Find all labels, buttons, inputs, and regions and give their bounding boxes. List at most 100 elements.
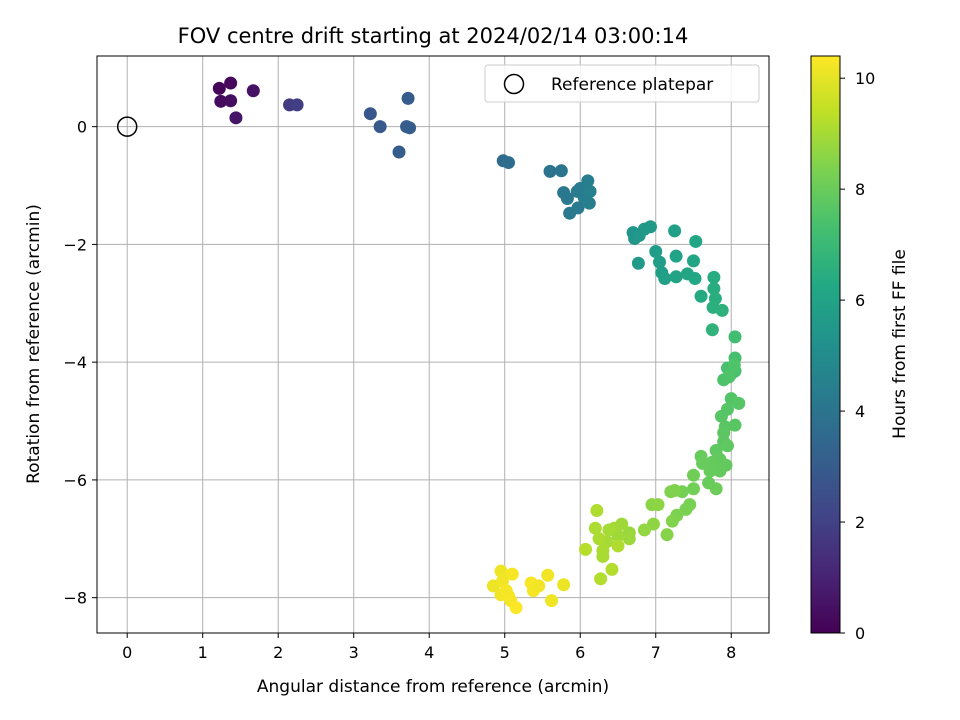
data-point — [541, 568, 555, 582]
y-axis-label: Rotation from reference (arcmin) — [24, 204, 44, 484]
data-point — [583, 184, 597, 198]
colorbar-tick-label: 8 — [855, 180, 865, 199]
data-point — [669, 249, 683, 263]
colorbar-tick-label: 10 — [855, 69, 875, 88]
data-point — [732, 396, 746, 410]
data-point — [224, 76, 238, 90]
data-point — [579, 542, 593, 556]
x-tick-label: 5 — [500, 643, 510, 662]
x-axis-label: Angular distance from reference (arcmin) — [257, 677, 609, 697]
data-point — [363, 107, 377, 121]
x-tick-label: 0 — [122, 643, 132, 662]
data-point — [373, 120, 387, 134]
data-point — [582, 196, 596, 210]
grid — [97, 56, 769, 633]
x-tick-label: 3 — [349, 643, 359, 662]
x-tick-label: 1 — [198, 643, 208, 662]
x-tick-label: 2 — [273, 643, 283, 662]
colorbar-tick-label: 6 — [855, 291, 865, 310]
colorbar-tick-label: 2 — [855, 513, 865, 532]
colorbar-tick-label: 4 — [855, 402, 865, 421]
scatter-points — [212, 76, 746, 615]
data-point — [632, 229, 646, 243]
data-point — [571, 201, 585, 215]
data-point — [545, 594, 559, 608]
data-point — [658, 272, 672, 286]
data-point — [728, 418, 742, 432]
x-axis-ticks: 0 1 2 3 4 5 6 7 8 — [122, 633, 736, 662]
data-point — [689, 234, 703, 248]
data-point — [392, 145, 406, 159]
y-tick-label: −6 — [63, 471, 87, 490]
data-point — [502, 156, 516, 170]
y-axis-ticks: 0 −2 −4 −6 −8 — [63, 118, 97, 608]
data-point — [707, 282, 721, 296]
x-tick-label: 8 — [726, 643, 736, 662]
data-point — [212, 81, 226, 95]
plot-frame — [96, 55, 770, 634]
data-point — [560, 191, 574, 205]
data-point — [727, 358, 741, 372]
colorbar-gradient — [810, 55, 841, 634]
data-point — [590, 504, 604, 518]
data-point — [602, 523, 616, 537]
data-point — [653, 255, 667, 269]
data-point — [637, 523, 651, 537]
x-tick-label: 4 — [424, 643, 434, 662]
data-point — [596, 549, 610, 563]
data-point — [668, 484, 682, 498]
data-point — [688, 272, 702, 286]
legend: Reference platepar — [484, 64, 760, 103]
colorbar: 0 2 4 6 8 10 Hours from first FF file — [810, 55, 910, 643]
data-point — [728, 330, 742, 344]
chart-title: FOV centre drift starting at 2024/02/14 … — [178, 24, 689, 48]
data-point — [665, 514, 679, 528]
data-point — [651, 498, 665, 512]
y-tick-label: −2 — [63, 235, 87, 254]
data-point — [401, 91, 415, 105]
data-point — [720, 439, 734, 453]
y-tick-label: −4 — [63, 353, 87, 372]
data-point — [214, 94, 228, 108]
data-point — [668, 224, 682, 238]
colorbar-ticks: 0 2 4 6 8 10 — [840, 69, 875, 643]
data-point — [622, 532, 636, 546]
data-point — [505, 567, 519, 581]
data-point — [594, 572, 608, 586]
data-point — [494, 564, 508, 578]
data-point — [643, 220, 657, 234]
legend-label: Reference platepar — [551, 75, 713, 95]
data-point — [660, 528, 674, 542]
colorbar-label: Hours from first FF file — [890, 249, 910, 439]
data-point — [686, 254, 700, 268]
data-point — [686, 468, 700, 482]
data-point — [592, 532, 606, 546]
data-point — [246, 84, 260, 98]
data-point — [605, 562, 619, 576]
data-point — [403, 121, 417, 135]
y-tick-label: 0 — [77, 118, 87, 137]
data-point — [715, 303, 729, 317]
data-point — [588, 521, 602, 535]
data-point — [581, 174, 595, 188]
data-point — [709, 482, 723, 496]
data-point — [686, 482, 700, 496]
data-point — [694, 289, 708, 303]
data-point — [543, 164, 557, 178]
data-point — [669, 270, 683, 284]
data-point — [290, 98, 304, 112]
data-point — [705, 323, 719, 337]
y-tick-label: −8 — [63, 589, 87, 608]
data-point — [509, 601, 523, 615]
legend-marker-icon — [503, 73, 525, 95]
x-tick-label: 6 — [575, 643, 585, 662]
data-point — [224, 94, 238, 108]
data-point — [611, 539, 625, 553]
colorbar-tick-label: 0 — [855, 624, 865, 643]
data-point — [649, 244, 663, 258]
data-point — [557, 578, 571, 592]
data-point — [570, 184, 584, 198]
reference-point-marker — [116, 116, 138, 137]
x-tick-label: 7 — [651, 643, 661, 662]
data-point — [554, 164, 568, 178]
